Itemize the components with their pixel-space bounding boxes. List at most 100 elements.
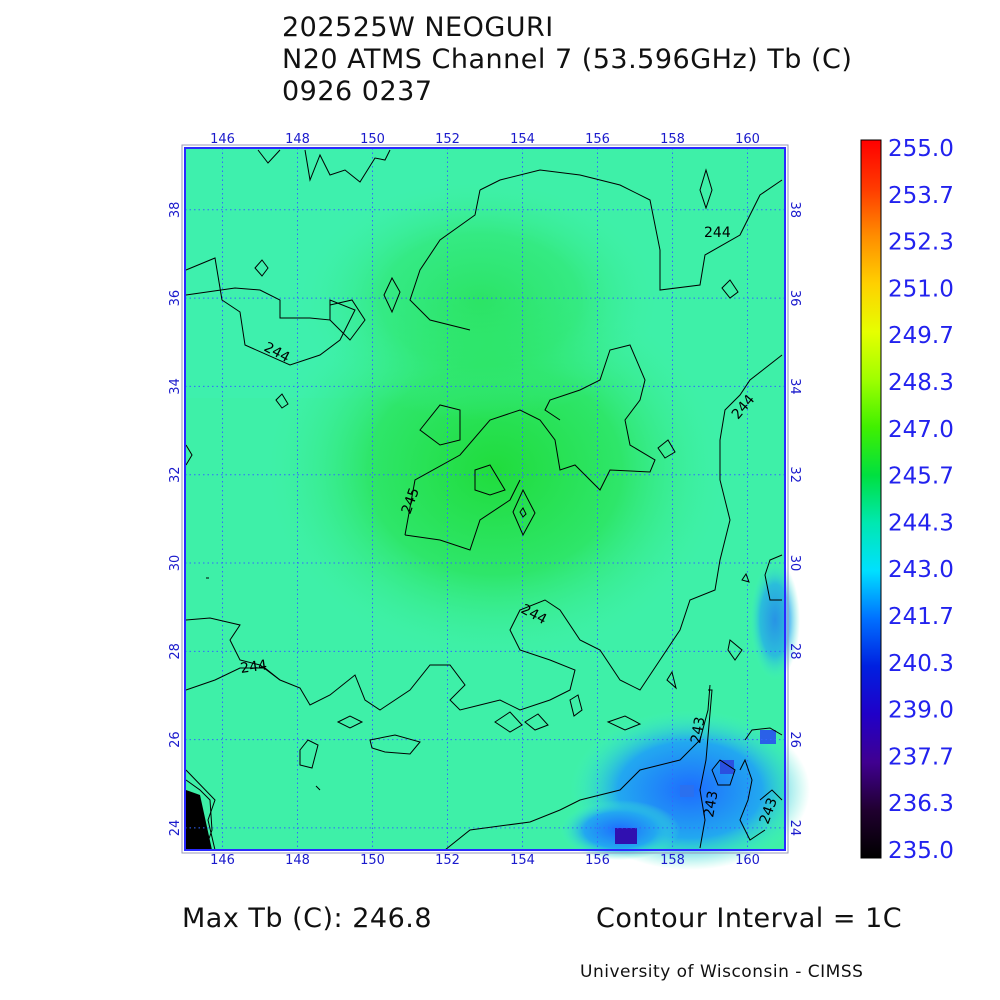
lon-tick-bottom: 146 [210, 853, 235, 868]
lon-tick-bottom: 156 [585, 853, 610, 868]
map-outer-frame [181, 144, 789, 854]
colorbar-label: 237.7 [888, 744, 954, 770]
lat-tick-left: 38 [168, 202, 183, 219]
contour-corner [185, 779, 213, 851]
contour-243-d [759, 789, 783, 801]
colorbar-label: 251.0 [888, 276, 954, 302]
colorbar-label: 245.7 [888, 464, 954, 490]
contour-closed [275, 393, 289, 409]
colorbar-label: 236.3 [888, 791, 954, 817]
lon-tick-bottom: 152 [435, 853, 460, 868]
max-tb-label: Max Tb (C): 246.8 [182, 903, 433, 934]
cold-pixel [615, 828, 637, 844]
contour-244-south [185, 354, 783, 711]
colorbar-strip [860, 139, 882, 859]
lat-tick-left: 24 [168, 820, 183, 837]
contour-closed [727, 639, 743, 661]
lon-tick-top: 148 [285, 132, 310, 147]
lat-tick-right: 36 [787, 290, 802, 307]
contour-interval-label: Contour Interval = 1C [596, 903, 903, 934]
lon-tick-top: 156 [585, 132, 610, 147]
lon-tick-top: 150 [360, 132, 385, 147]
contour-245 [404, 344, 656, 536]
contour-closed [383, 276, 401, 314]
colorbar-label: 244.3 [888, 510, 954, 536]
contour-closed [741, 572, 750, 583]
contour-closed [336, 715, 364, 729]
contour-closed [699, 168, 713, 210]
contour-closed [474, 464, 506, 496]
lat-tick-left: 36 [168, 290, 183, 307]
contour-243-b [699, 689, 713, 849]
contour-243-e [744, 727, 783, 741]
colorbar-label: 240.3 [888, 651, 954, 677]
lat-tick-right: 32 [787, 466, 802, 483]
lon-tick-bottom: 154 [510, 853, 535, 868]
contour-closed [512, 488, 536, 537]
product-title: N20 ATMS Channel 7 (53.596GHz) Tb (C) [282, 44, 853, 75]
contour-closed [369, 734, 421, 755]
colorbar-label: 239.0 [888, 698, 954, 724]
contour-244-sw [185, 667, 281, 691]
dark-corner [186, 790, 212, 850]
lon-tick-bottom: 160 [735, 853, 760, 868]
colorbar-label: 253.7 [888, 183, 954, 209]
contour-closed [657, 439, 676, 459]
contour-closed [329, 299, 366, 341]
contour-243-a [444, 684, 711, 851]
colorbar: 255.0 253.7 252.3 251.0 249.7 248.3 247.0 245.7… [860, 136, 954, 864]
datetime-title: 0926 0237 [282, 76, 433, 107]
lat-tick-right: 28 [787, 643, 802, 660]
lat-tick-left: 34 [168, 378, 183, 395]
lat-tick-right: 34 [787, 378, 802, 395]
map-frame [184, 147, 786, 851]
contour-closed [419, 404, 461, 446]
lon-tick-top: 160 [735, 132, 760, 147]
colorbar-label: 243.0 [888, 557, 954, 583]
cold-pixel [720, 760, 734, 774]
lat-tick-left: 28 [168, 643, 183, 660]
lon-tick-bottom: 158 [660, 853, 685, 868]
contour-closed [299, 739, 319, 769]
contour-closed [666, 670, 677, 690]
colorbar-label: 249.7 [888, 323, 954, 349]
lon-tick-top: 158 [660, 132, 685, 147]
contour-closed [721, 279, 739, 299]
contour-closed [606, 715, 642, 731]
contour-closed [254, 259, 269, 277]
contour-label: 243 [701, 790, 721, 819]
colorbar-label: 241.7 [888, 604, 954, 630]
contour-244-nw [185, 257, 356, 366]
storm-title: 202525W NEOGURI [282, 12, 554, 43]
lat-tick-left: 32 [168, 466, 183, 483]
lat-tick-right: 38 [787, 202, 802, 219]
contour-top [304, 149, 391, 183]
lat-lon-grid [185, 148, 785, 850]
colorbar-label: 247.0 [888, 417, 954, 443]
contour-243-c [739, 758, 766, 841]
tb-field [185, 148, 810, 870]
credit-label: University of Wisconsin - CIMSS [580, 962, 864, 982]
lon-tick-top: 154 [510, 132, 535, 147]
lon-tick-bottom: 150 [360, 853, 385, 868]
contour-label: 243 [688, 716, 708, 745]
contour-lines [185, 149, 783, 851]
contour-inner [409, 189, 481, 331]
colorbar-label: 255.0 [888, 136, 954, 162]
contour-label: 244 [239, 657, 268, 677]
contour-label: 244 [704, 225, 731, 241]
colorbar-label: 252.3 [888, 230, 954, 256]
lat-tick-right: 30 [787, 555, 802, 572]
axis-tick-labels: 146 146 148 148 150 150 152 152 154 154 156 156 158 1… [168, 132, 802, 868]
lon-tick-bottom: 148 [285, 853, 310, 868]
contour-corner [185, 769, 216, 851]
contour-244-ne [479, 169, 783, 291]
contour-dot [315, 785, 321, 791]
cold-pixel [760, 730, 776, 744]
lat-tick-left: 30 [168, 555, 183, 572]
contour-closed [494, 711, 523, 733]
lat-tick-right: 26 [787, 731, 802, 748]
lat-tick-right: 24 [787, 820, 802, 837]
colorbar-label: 248.3 [888, 370, 954, 396]
